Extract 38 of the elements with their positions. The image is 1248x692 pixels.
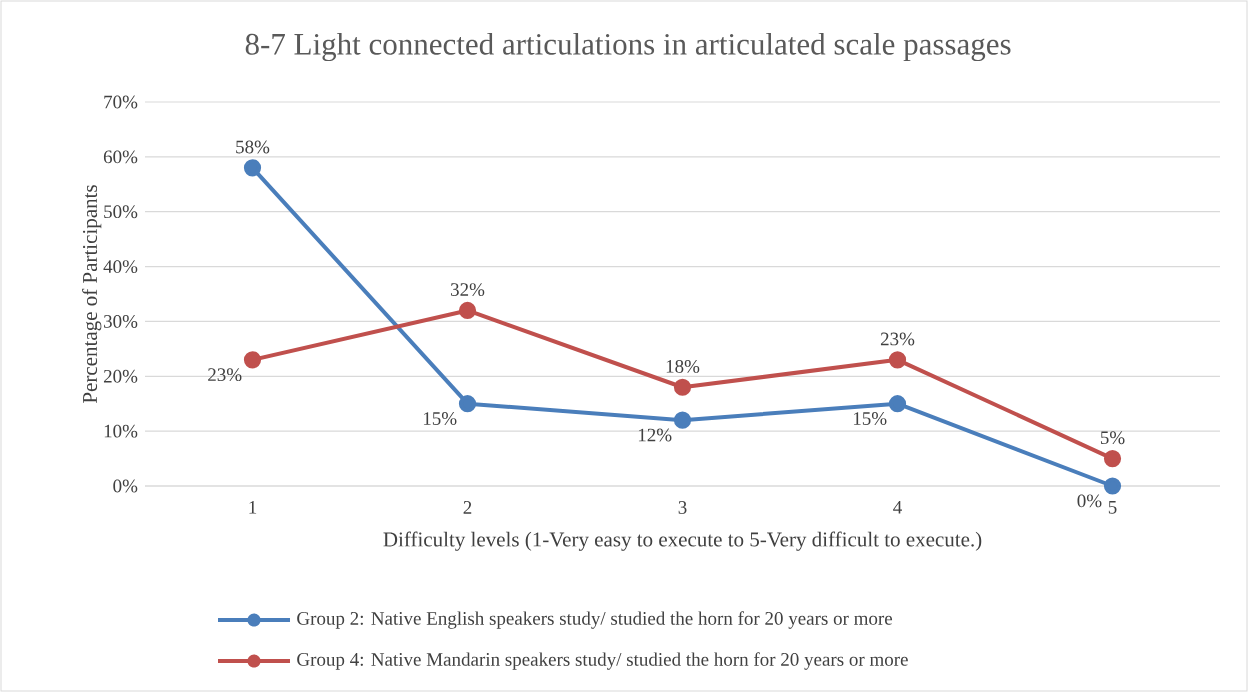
y-tick-label: 10%: [104, 424, 138, 438]
y-axis-title: Percentage of Participants: [82, 185, 102, 404]
data-label: 18%: [666, 359, 700, 373]
x-tick-label: 5: [1108, 501, 1117, 514]
legend-label: Group 4: Native Mandarin speakers study/ studied the horn for 20 years or more: [297, 652, 908, 670]
x-tick-label: 1: [249, 501, 257, 514]
data-label: 15%: [423, 412, 457, 425]
data-label: 15%: [853, 412, 887, 425]
data-label: 5%: [1100, 431, 1125, 445]
point: [888, 351, 907, 369]
point: [243, 159, 262, 177]
point: [243, 351, 262, 369]
y-tick-label: 70%: [104, 95, 138, 109]
data-label: 12%: [638, 428, 672, 442]
data-label: 23%: [208, 368, 242, 382]
y-tick-label: 30%: [104, 314, 138, 328]
x-tick-label: 4: [893, 501, 902, 514]
point: [673, 411, 692, 429]
data-label: 32%: [451, 283, 485, 297]
point: [458, 395, 477, 413]
y-tick-label: 40%: [103, 260, 138, 274]
point: [1103, 449, 1122, 468]
y-tick-label: 60%: [103, 150, 138, 164]
point: [458, 301, 477, 320]
data-label: 0%: [1077, 494, 1102, 508]
point: [1103, 477, 1122, 495]
legend-label: Group 2: Native English speakers study/ studied the horn for 20 years or more: [297, 611, 893, 629]
data-label: 58%: [236, 140, 270, 154]
y-tick-label: 20%: [103, 369, 138, 383]
x-axis-title: Difficulty levels (1-Very easy to execute to 5-Very difficult to execute.): [383, 531, 982, 551]
y-tick-label: 0%: [113, 479, 138, 493]
point: [888, 395, 907, 413]
data-label: 23%: [880, 332, 915, 346]
x-tick-label: 3: [678, 501, 687, 514]
y-tick-label: 50%: [104, 205, 138, 219]
x-tick-label: 2: [463, 501, 472, 514]
chart-title: 8-7 Light connected articulations in articulated scale passages: [245, 32, 1011, 62]
point: [673, 378, 692, 396]
